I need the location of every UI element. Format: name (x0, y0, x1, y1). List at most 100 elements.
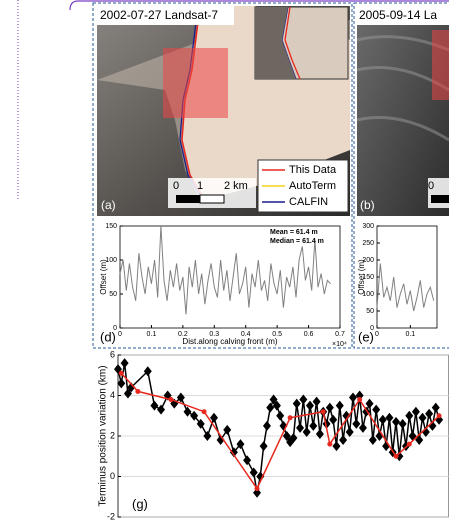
point (143, 366, 152, 377)
y-tick-label: 2 (110, 430, 115, 440)
point (335, 400, 344, 411)
date-box (97, 6, 234, 25)
point (345, 426, 354, 437)
y-tick-label: 0 (113, 325, 117, 332)
y-tick-label: 100 (362, 291, 374, 298)
scale-bar (431, 195, 449, 203)
scale-label: 2 km (224, 180, 248, 192)
y-tick-label: 6 (110, 349, 115, 359)
point (266, 402, 275, 413)
x-tick-label: 0.5 (272, 331, 282, 338)
point (135, 388, 141, 394)
y-tick-label: 250 (362, 240, 374, 247)
scale-label: 0 (428, 180, 434, 192)
point (229, 447, 238, 458)
y-axis-label: Offset (m) (357, 259, 366, 295)
point (201, 409, 207, 415)
point (315, 428, 324, 439)
point (352, 418, 361, 429)
frame-corner (69, 0, 79, 11)
legend-label: This Data (289, 164, 337, 176)
legend-label: CALFIN (289, 196, 328, 208)
point (327, 441, 333, 447)
point (358, 422, 367, 433)
plot-area (119, 225, 341, 329)
point (272, 400, 281, 411)
point (236, 439, 245, 450)
point (254, 486, 260, 492)
zoom-area (432, 30, 449, 100)
point (203, 431, 212, 441)
panel-label: (a) (101, 198, 116, 212)
point (436, 413, 442, 419)
point (183, 406, 192, 417)
x-tick-label: 0.4 (241, 331, 251, 338)
y-tick-label: 50 (366, 308, 374, 315)
group-box (92, 2, 353, 349)
annotation: Mean = 61.4 m (270, 229, 318, 236)
point (411, 406, 420, 417)
y-tick-label: 150 (362, 274, 374, 281)
point (395, 451, 404, 462)
date-box (357, 6, 449, 25)
data-line (120, 372, 440, 491)
zoom-area (163, 48, 228, 118)
image-panel-b: 2005-09-14 La 0 (b) (356, 6, 449, 216)
y-tick-label: 300 (362, 223, 374, 230)
point (243, 455, 252, 466)
x-tick-label: 0.1 (147, 331, 157, 338)
point (150, 400, 159, 411)
point (287, 415, 293, 421)
point (262, 420, 271, 431)
group-box (353, 2, 449, 349)
point (256, 471, 265, 482)
point (349, 392, 358, 403)
point (120, 358, 129, 369)
point (320, 409, 326, 415)
point (123, 388, 132, 399)
point (329, 414, 338, 425)
scale-bar (199, 194, 225, 204)
x-tick-label: 0.1 (405, 331, 415, 338)
y-axis-label: Offset (m) (99, 259, 108, 295)
point (223, 424, 232, 435)
point (299, 394, 308, 405)
point (405, 410, 414, 421)
y-tick-label: 50 (109, 291, 117, 298)
data-line (119, 225, 331, 315)
point (425, 408, 434, 419)
point (292, 398, 301, 409)
y-tick-label: 100 (105, 257, 117, 264)
scale-bar (176, 195, 200, 203)
point (209, 412, 218, 423)
x-exponent: ×10⁴ (332, 341, 347, 348)
point (117, 378, 126, 389)
point (325, 402, 334, 413)
image-date: 2005-09-14 La (359, 8, 437, 22)
point (332, 441, 341, 452)
point (378, 414, 387, 425)
legend: This Data AutoTerm CALFIN (262, 164, 337, 208)
point (406, 441, 412, 447)
point (282, 431, 291, 441)
x-tick-label: 0 (118, 331, 122, 338)
x-tick-label: 0 (375, 331, 379, 338)
point (393, 453, 399, 459)
point (342, 410, 351, 421)
legend-label: AutoTerm (289, 180, 336, 192)
image-panel-a: 2002-07-27 Landsat-7 This Data AutoTerm CA… (97, 5, 350, 216)
inset-line (284, 6, 301, 80)
point (276, 410, 285, 421)
point (249, 467, 258, 478)
scale-label: 1 (197, 180, 203, 192)
point (157, 404, 166, 415)
point (418, 412, 427, 423)
point (259, 441, 268, 452)
image-date: 2002-07-27 Landsat-7 (100, 8, 218, 22)
point (312, 396, 321, 407)
point (431, 402, 440, 413)
point (168, 397, 174, 403)
y-tick-label: 0 (110, 471, 115, 481)
point (289, 433, 298, 444)
